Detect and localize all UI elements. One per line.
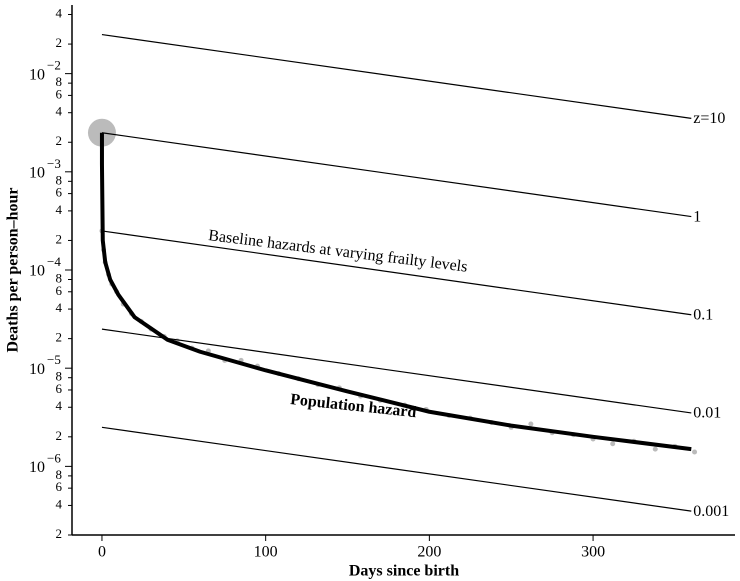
y-tick-label: 2 [56, 428, 63, 443]
y-tick-label: 6 [56, 479, 63, 494]
y-tick-label: 6 [56, 283, 63, 298]
baseline-label: 0.01 [693, 405, 721, 422]
y-tick-label: 8 [56, 74, 63, 89]
baseline-label: z=10 [693, 110, 725, 127]
y-tick-label: 2 [56, 231, 63, 246]
x-tick-label: 200 [417, 544, 441, 561]
annotation: Population hazard [289, 391, 417, 421]
x-axis-label: Days since birth [349, 563, 459, 580]
baseline-line [101, 328, 692, 414]
y-tick-label: 2 [56, 35, 63, 50]
y-tick-label: 4 [56, 398, 63, 413]
x-tick-label: 100 [254, 544, 278, 561]
baseline-label: 0.1 [693, 306, 713, 323]
y-tick-label: 10 [29, 263, 45, 280]
observed-point [528, 421, 534, 427]
observed-point [610, 441, 616, 447]
y-tick-label: 2 [56, 330, 63, 345]
baseline-line [101, 230, 692, 316]
y-tick-exponent: −5 [47, 352, 61, 367]
observed-point [652, 446, 658, 452]
y-tick-label: 4 [56, 496, 63, 511]
y-tick-exponent: −3 [47, 156, 61, 171]
y-tick-label: 8 [56, 467, 63, 482]
y-tick-label: 2 [56, 526, 63, 541]
y-tick-label: 10 [29, 66, 45, 83]
y-tick-label: 4 [56, 202, 63, 217]
x-tick-label: 300 [581, 544, 605, 561]
baseline-line [101, 33, 692, 119]
y-tick-label: 10 [29, 361, 45, 378]
y-tick-label: 4 [56, 300, 63, 315]
y-tick-exponent: −6 [47, 450, 61, 465]
y-tick-exponent: −4 [47, 254, 61, 269]
baseline-line [101, 132, 692, 218]
x-tick-label: 0 [98, 544, 106, 561]
observed-point [692, 449, 698, 455]
baseline-label: 0.001 [693, 503, 729, 520]
y-tick-label: 8 [56, 270, 63, 285]
y-tick-label: 10 [29, 459, 45, 476]
y-tick-label: 6 [56, 381, 63, 396]
y-tick-label: 8 [56, 369, 63, 384]
y-axis-label: Deaths per person–hour [5, 187, 22, 352]
y-tick-label: 6 [56, 185, 63, 200]
y-tick-label: 10 [29, 164, 45, 181]
y-tick-label: 4 [56, 5, 63, 20]
baseline-label: 1 [693, 208, 701, 225]
baseline-line [101, 426, 692, 512]
population-line [99, 132, 692, 452]
y-tick-label: 6 [56, 86, 63, 101]
y-tick-label: 2 [56, 133, 63, 148]
y-tick-exponent: −2 [47, 58, 61, 73]
y-tick-label: 8 [56, 172, 63, 187]
y-tick-label: 4 [56, 104, 63, 119]
